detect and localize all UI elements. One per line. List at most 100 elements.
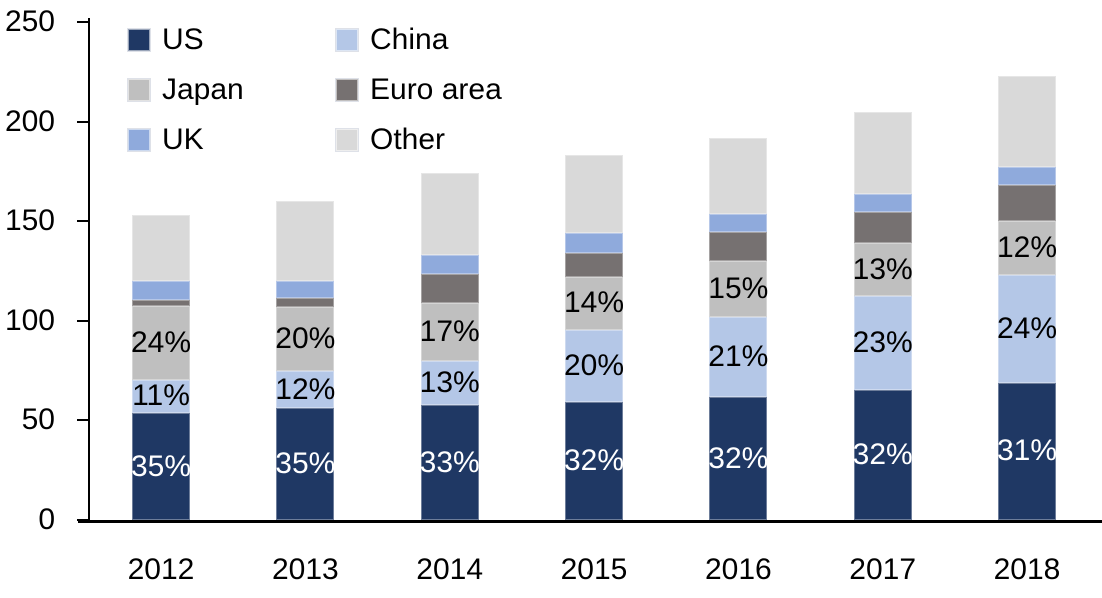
x-tick-label-2013: 2013: [271, 553, 339, 586]
segment-label-china-2013: 12%: [275, 372, 336, 406]
bar-segment-other-2012: [132, 215, 190, 281]
bar-segment-other-2015: [564, 155, 623, 234]
bar-segment-us-2013: [276, 408, 335, 520]
bar-segment-china-2016: [709, 316, 768, 398]
bar-segment-japan-2018: [997, 221, 1056, 275]
x-tick-label-2015: 2015: [560, 553, 628, 586]
legend-swatch-japan: [128, 79, 150, 101]
x-tick-label-2017: 2017: [849, 553, 917, 586]
bar-segment-other-2016: [709, 137, 768, 215]
legend-label: US: [162, 23, 204, 56]
segment-label-us-2016: 32%: [708, 441, 769, 475]
legend-label: Euro area: [370, 73, 502, 106]
segment-label-japan-2014: 17%: [419, 314, 480, 348]
bar-segment-japan-2013: [276, 306, 335, 371]
y-tick-label: 250: [4, 5, 55, 38]
legend-item-euro-area: Euro area: [336, 73, 502, 106]
legend-item-china: China: [336, 23, 449, 56]
segment-label-china-2015: 20%: [563, 349, 625, 383]
bar-segment-japan-2016: [709, 261, 768, 317]
x-tick-label-2012: 2012: [127, 553, 195, 586]
bar-segment-china-2014: [420, 360, 479, 406]
y-tick-mark: [77, 319, 89, 322]
bar-segment-euro-area-2016: [709, 232, 768, 262]
bar-segment-us-2018: [997, 382, 1056, 520]
segment-label-us-2015: 32%: [563, 444, 625, 478]
legend-label: Japan: [162, 73, 244, 106]
y-tick-label: 100: [4, 303, 55, 337]
y-tick-mark: [77, 519, 89, 521]
segment-label-japan-2018: 12%: [996, 231, 1058, 265]
bar-segment-uk-2018: [997, 167, 1056, 186]
bar-segment-china-2018: [997, 274, 1056, 383]
legend-item-japan: Japan: [128, 73, 244, 106]
bar-segment-us-2017: [853, 389, 912, 520]
bar-segment-euro-area-2015: [564, 253, 623, 277]
y-tick-mark: [77, 120, 89, 123]
bar-segment-japan-2012: [132, 305, 190, 380]
segment-label-japan-2015: 14%: [563, 286, 625, 320]
segment-label-us-2012: 35%: [130, 449, 192, 483]
bar-segment-other-2014: [420, 173, 479, 256]
x-axis-line: [78, 520, 1102, 523]
segment-label-china-2012: 11%: [132, 379, 190, 413]
legend-label: UK: [162, 123, 204, 156]
y-tick-label: 200: [4, 104, 55, 138]
bar-segment-other-2018: [997, 75, 1056, 168]
bar-segment-china-2012: [132, 379, 190, 414]
bar-segment-us-2015: [564, 402, 623, 520]
segment-label-japan-2013: 20%: [275, 321, 336, 355]
bar-segment-euro-area-2018: [997, 185, 1056, 222]
legend-swatch-other: [336, 129, 358, 151]
legend-swatch-euro-area: [336, 79, 358, 101]
bar-segment-euro-area-2012: [132, 299, 190, 306]
bar-segment-euro-area-2014: [420, 273, 479, 303]
bar-segment-euro-area-2013: [276, 297, 335, 307]
bar-segment-china-2015: [564, 329, 623, 403]
segment-label-japan-2017: 13%: [852, 252, 913, 286]
bar-segment-uk-2017: [853, 194, 912, 213]
x-tick-label-2016: 2016: [704, 553, 772, 586]
bar-segment-china-2013: [276, 370, 335, 409]
legend-label: Other: [370, 123, 446, 156]
segment-label-china-2017: 23%: [852, 325, 913, 359]
segment-label-japan-2012: 24%: [130, 325, 192, 359]
segment-label-china-2018: 24%: [996, 311, 1058, 345]
legend-item-us: US: [128, 23, 204, 56]
segment-label-us-2018: 31%: [996, 434, 1058, 468]
x-tick-label-2018: 2018: [993, 553, 1061, 586]
y-tick-mark: [77, 21, 89, 23]
legend-swatch-china: [336, 29, 358, 51]
bar-segment-japan-2014: [420, 302, 479, 361]
y-tick-mark: [77, 419, 89, 422]
legend-item-other: Other: [336, 123, 446, 156]
legend-label: China: [370, 23, 449, 56]
y-tick-mark: [77, 220, 89, 223]
bar-segment-japan-2015: [564, 276, 623, 330]
bar-segment-uk-2015: [564, 233, 623, 254]
bar-segment-uk-2014: [420, 255, 479, 274]
y-axis-line: [88, 18, 90, 523]
bar-segment-other-2013: [276, 201, 335, 281]
segment-label-us-2014: 33%: [419, 445, 480, 479]
x-tick-label-2014: 2014: [416, 553, 484, 586]
segment-label-china-2016: 21%: [708, 340, 769, 374]
bar-segment-uk-2016: [709, 214, 768, 233]
segment-label-japan-2016: 15%: [708, 271, 769, 305]
y-tick-label: 150: [4, 204, 55, 238]
bar-segment-uk-2013: [276, 280, 335, 298]
bar-segment-other-2017: [853, 111, 912, 195]
segment-label-us-2013: 35%: [275, 447, 336, 481]
bar-segment-us-2016: [709, 397, 768, 520]
bar-segment-japan-2017: [853, 243, 912, 296]
bar-segment-euro-area-2017: [853, 212, 912, 244]
bar-segment-us-2012: [132, 413, 190, 520]
bar-segment-us-2014: [420, 405, 479, 520]
bar-segment-china-2017: [853, 295, 912, 390]
legend-item-uk: UK: [128, 123, 204, 156]
y-tick-label: 0: [38, 503, 55, 536]
legend-swatch-uk: [128, 129, 150, 151]
segment-label-us-2017: 32%: [852, 437, 913, 471]
y-tick-label: 50: [21, 403, 55, 437]
